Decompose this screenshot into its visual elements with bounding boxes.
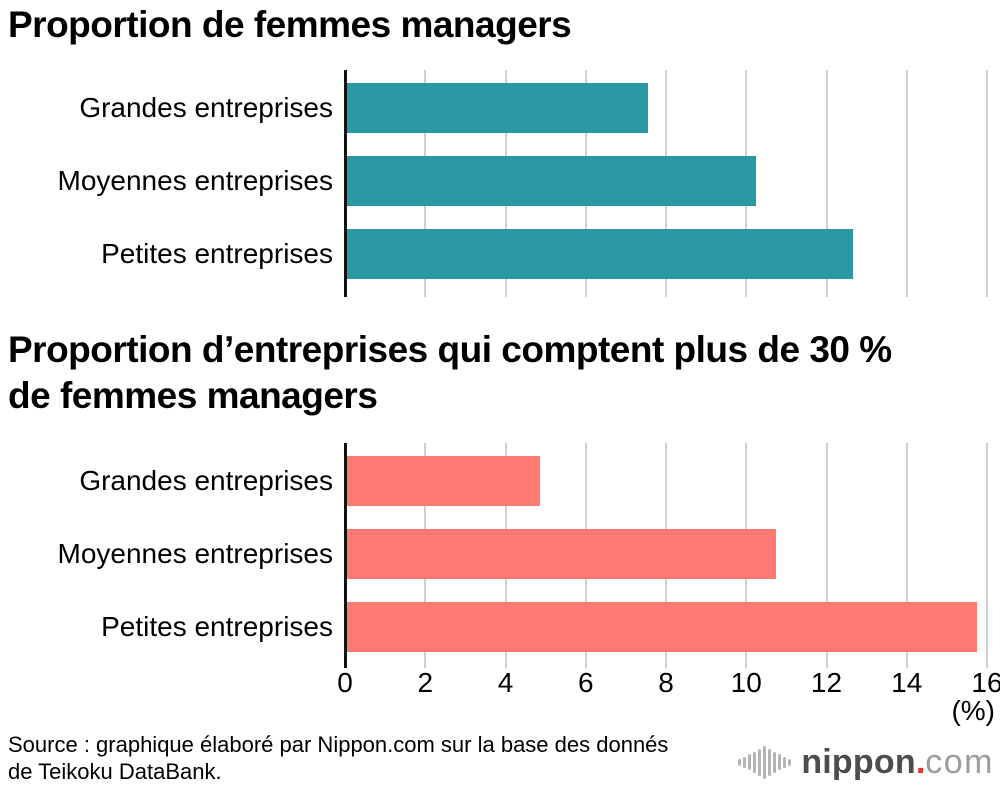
x-tick-label-10: 10 [730, 667, 762, 698]
plot-area [344, 443, 988, 668]
x-tick-label-2: 2 [417, 667, 434, 698]
bar-2 [347, 529, 777, 579]
x-tick-label-14: 14 [891, 667, 923, 698]
source-note: Source : graphique élaboré par Nippon.co… [8, 731, 668, 785]
gridline-16 [986, 443, 988, 668]
bar-3 [347, 229, 853, 279]
category-label: Grandes entreprises [79, 92, 333, 123]
chart2-title-line1: Proportion d’entreprises qui comptent pl… [8, 329, 892, 370]
bar-3 [347, 602, 977, 652]
category-label: Petites entreprises [101, 238, 333, 269]
soundwave-bar [753, 751, 757, 773]
gridline-14 [906, 443, 908, 668]
bar-1 [347, 83, 648, 133]
chart2-entreprises-30pct: Grandes entreprises Moyennes entreprises P… [0, 443, 1000, 668]
soundwave-bar [743, 756, 747, 768]
gridline-16 [986, 70, 988, 297]
soundwave-icon [738, 742, 792, 782]
x-axis-unit-label: (%) [951, 695, 995, 726]
x-tick-label-8: 8 [658, 667, 674, 698]
x-axis-tick-labels: 0 2 4 6 8 10 12 14 16 [0, 668, 1000, 700]
nippon-logo: nippon.com [738, 742, 994, 782]
x-tick-label-4: 4 [497, 667, 514, 698]
logo-tld: com [925, 743, 994, 781]
source-note-line2: de Teikoku DataBank. [8, 759, 222, 784]
logo-brand: nippon [801, 743, 916, 781]
category-label: Petites entreprises [101, 611, 333, 642]
category-label: Grandes entreprises [79, 465, 333, 496]
bar-1 [347, 456, 540, 506]
category-label: Moyennes entreprises [57, 165, 333, 196]
soundwave-bar [783, 756, 787, 768]
category-label: Moyennes entreprises [57, 538, 333, 569]
chart1-femmes-managers: Grandes entreprises Moyennes entreprises P… [0, 70, 1000, 297]
nippon-logo-text: nippon.com [801, 742, 994, 782]
gridline-12 [826, 70, 828, 297]
chart2-title-line2: de femmes managers [8, 375, 378, 416]
soundwave-bar [748, 754, 752, 770]
chart2-title: Proportion d’entreprises qui comptent pl… [8, 327, 892, 419]
plot-area [344, 70, 988, 297]
x-tick-label-12: 12 [810, 667, 843, 698]
x-tick-label-16: 16 [971, 667, 1000, 698]
x-tick-label-6: 6 [577, 667, 594, 698]
soundwave-bar [773, 751, 777, 773]
soundwave-bar [788, 758, 792, 766]
gridline-14 [906, 70, 908, 297]
y-axis-line [344, 70, 347, 297]
soundwave-bar [768, 748, 772, 776]
gridline-12 [826, 443, 828, 668]
soundwave-bar [738, 758, 742, 766]
logo-dot: . [915, 743, 926, 781]
bar-2 [347, 156, 757, 206]
soundwave-bar [758, 748, 762, 776]
chart1-title: Proportion de femmes managers [8, 4, 572, 45]
source-note-line1: Source : graphique élaboré par Nippon.co… [8, 732, 669, 757]
soundwave-bar [778, 754, 782, 770]
y-axis-line [344, 443, 347, 668]
x-tick-label-0: 0 [337, 667, 353, 698]
soundwave-bar [763, 745, 767, 779]
